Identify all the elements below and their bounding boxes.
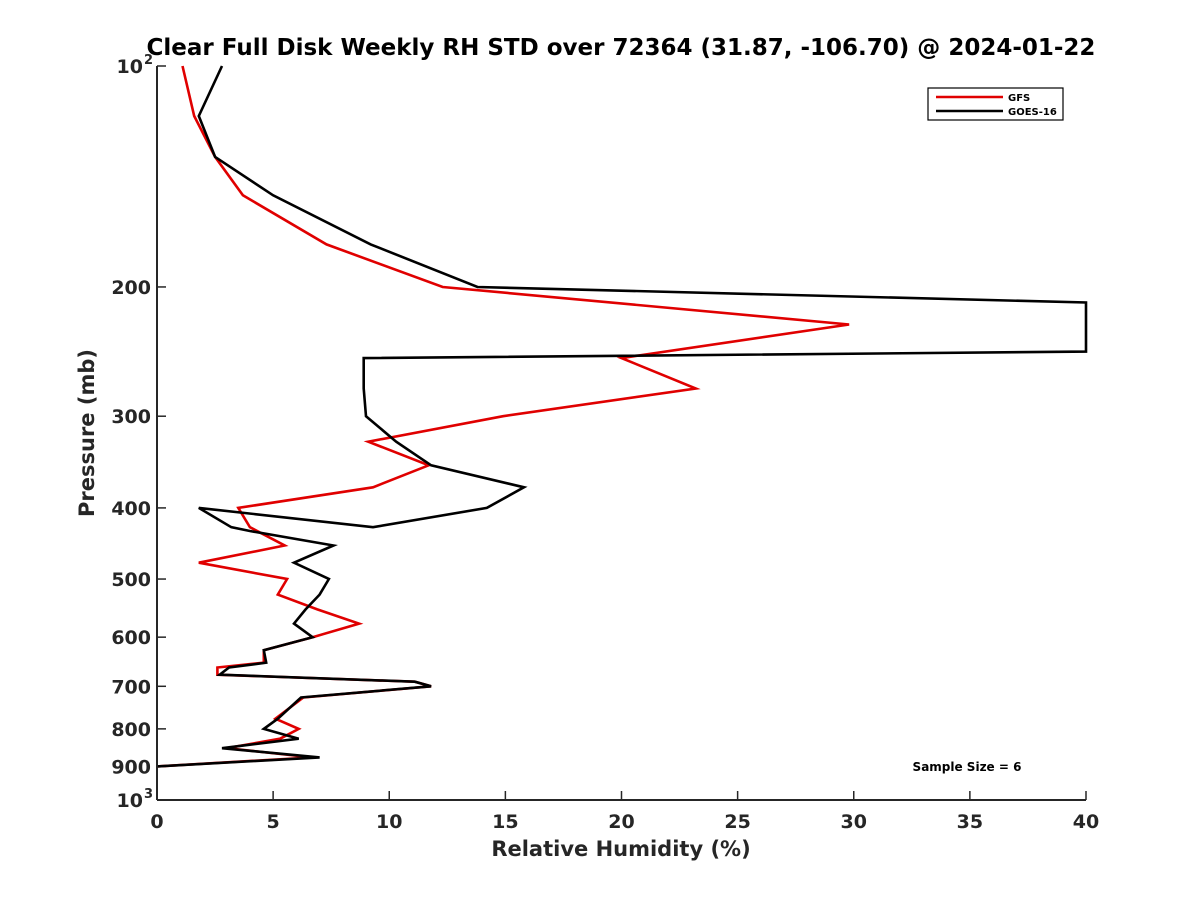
y-tick-label: 200 [111, 277, 151, 299]
series-line-goes-16 [156, 65, 1088, 768]
y-tick-label: 10 [117, 790, 143, 812]
x-tick-label: 20 [608, 811, 634, 833]
sample-size-annotation: Sample Size = 6 [913, 760, 1022, 774]
legend: GFS GOES-16 [927, 87, 1064, 121]
legend-box [927, 87, 1064, 121]
y-tick-label: 600 [111, 627, 151, 649]
x-tick-label: 0 [150, 811, 163, 833]
x-tick-label: 10 [376, 811, 402, 833]
y-tick-label: 400 [111, 498, 151, 520]
series-layer [156, 65, 1088, 768]
x-axis-ticks: 0 5 10 15 20 25 30 35 40 [150, 791, 1099, 833]
y-tick-label: 800 [111, 719, 151, 741]
legend-label-goes-16: GOES-16 [1008, 107, 1057, 118]
y-tick-label: 700 [111, 676, 151, 698]
x-tick-label: 5 [267, 811, 280, 833]
y-tick-label: 300 [111, 406, 151, 428]
legend-label-gfs: GFS [1008, 93, 1030, 104]
x-tick-label: 25 [724, 811, 750, 833]
x-tick-label: 30 [841, 811, 867, 833]
y-tick-exponent: 3 [144, 787, 153, 802]
chart-title: Clear Full Disk Weekly RH STD over 72364… [147, 35, 1096, 61]
y-tick-exponent: 2 [144, 53, 153, 68]
y-axis-title: Pressure (mb) [75, 349, 99, 517]
x-tick-label: 40 [1073, 811, 1099, 833]
y-tick-label: 500 [111, 569, 151, 591]
plot-area [157, 66, 1086, 800]
y-tick-label: 900 [111, 756, 151, 778]
y-tick-label: 10 [117, 56, 143, 78]
x-tick-label: 35 [957, 811, 983, 833]
x-axis-title: Relative Humidity (%) [491, 837, 750, 861]
x-tick-label: 15 [492, 811, 518, 833]
